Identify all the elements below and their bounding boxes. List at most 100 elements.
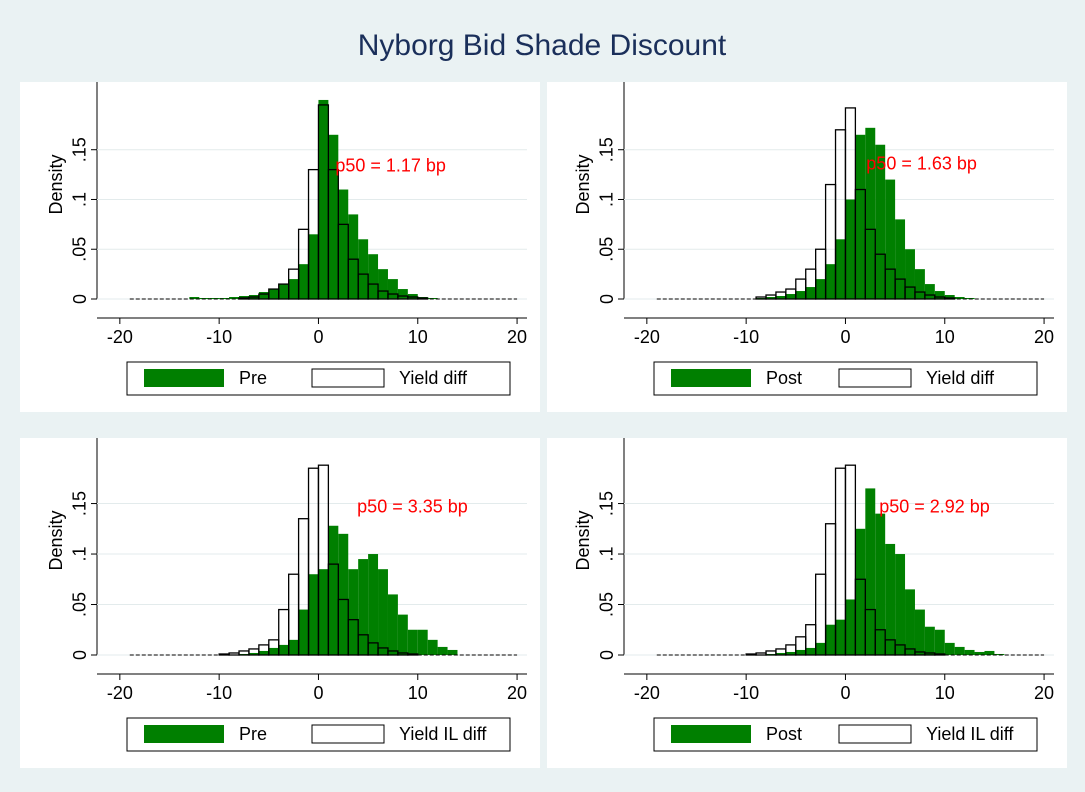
histogram-bar	[855, 528, 866, 655]
histogram-bar	[308, 234, 319, 299]
histogram-bar	[785, 651, 796, 655]
legend-label: Yield IL diff	[926, 724, 1014, 744]
histogram-bar	[964, 649, 975, 655]
histogram-bar	[954, 646, 965, 655]
histogram-bar	[268, 289, 279, 299]
histogram-bar	[338, 189, 349, 299]
legend-label: Pre	[239, 368, 267, 388]
x-tick-label: 20	[507, 683, 527, 703]
panel-background	[20, 438, 540, 768]
y-tick-label: 0	[597, 294, 617, 304]
histogram-bar	[885, 179, 896, 299]
histogram-bar	[924, 626, 935, 655]
histogram-bar	[924, 284, 935, 299]
histogram-bar	[427, 639, 438, 655]
y-tick-label: .05	[70, 592, 90, 617]
histogram-bar	[397, 289, 408, 299]
x-tick-label: 0	[840, 683, 850, 703]
y-tick-label: .15	[597, 137, 617, 162]
histogram-bar	[974, 651, 985, 655]
histogram-bar	[835, 619, 846, 655]
histogram-bar	[934, 291, 945, 299]
histogram-bar	[934, 629, 945, 655]
legend-label: Yield IL diff	[399, 724, 487, 744]
histogram-bar	[795, 649, 806, 655]
histogram-bar	[328, 525, 339, 655]
histogram-bar	[248, 652, 259, 655]
histogram-bar	[447, 649, 458, 655]
histogram-bar	[865, 488, 876, 655]
histogram-bar	[298, 609, 309, 655]
legend-swatch	[671, 369, 751, 387]
x-tick-label: -20	[107, 683, 133, 703]
histogram-bar	[328, 134, 339, 299]
histogram-bar	[855, 134, 866, 299]
y-tick-label: 0	[70, 294, 90, 304]
histogram-bar	[397, 614, 408, 655]
histogram-bar	[805, 647, 816, 655]
panel-background	[547, 438, 1067, 768]
x-tick-label: -10	[206, 327, 232, 347]
y-axis-label: Density	[573, 510, 593, 570]
histogram-bar	[268, 647, 279, 655]
histogram-bar	[875, 513, 886, 655]
histogram-bar	[348, 214, 359, 299]
histogram-bar	[318, 99, 329, 299]
x-tick-label: 10	[935, 327, 955, 347]
x-tick-label: 20	[1034, 683, 1054, 703]
histogram-bar	[298, 264, 309, 299]
histogram-bar	[407, 629, 418, 655]
panel-background	[547, 82, 1067, 412]
histogram-bar	[905, 589, 915, 655]
x-tick-label: -20	[634, 683, 660, 703]
y-axis-label: Density	[46, 154, 66, 214]
histogram-bar	[258, 292, 269, 299]
chart-title: Nyborg Bid Shade Discount	[358, 29, 727, 62]
histogram-bar	[944, 295, 955, 299]
x-tick-label: -10	[733, 683, 759, 703]
x-tick-label: -20	[634, 327, 660, 347]
y-tick-label: 0	[597, 650, 617, 660]
histogram-bar	[895, 219, 906, 299]
histogram-bar	[348, 569, 359, 655]
histogram-bar	[437, 646, 448, 655]
x-tick-label: 10	[408, 327, 428, 347]
annotation: p50 = 1.63 bp	[866, 153, 977, 173]
y-axis-label: Density	[573, 154, 593, 214]
histogram-bar	[885, 543, 896, 655]
annotation: p50 = 1.17 bp	[335, 155, 446, 175]
histogram-bar	[954, 297, 965, 299]
histogram-bar	[875, 144, 886, 299]
y-tick-label: .1	[597, 547, 617, 562]
legend-swatch	[671, 725, 751, 743]
histogram-bar	[308, 574, 319, 655]
x-tick-label: 0	[313, 327, 323, 347]
histogram-bar	[229, 297, 240, 299]
legend-label: Post	[766, 368, 802, 388]
histogram-bar	[278, 644, 289, 655]
histogram-bar	[944, 642, 955, 655]
histogram-bar	[775, 652, 786, 655]
histogram-bar	[378, 569, 388, 655]
histogram-bar	[189, 297, 200, 299]
histogram-bar	[914, 269, 925, 299]
histogram-bar	[984, 650, 995, 655]
histogram-bar	[805, 287, 816, 299]
histogram-bar	[358, 239, 369, 299]
legend-swatch	[838, 368, 912, 388]
y-tick-label: .05	[597, 592, 617, 617]
annotation: p50 = 3.35 bp	[357, 496, 468, 516]
legend-swatch	[144, 369, 224, 387]
y-tick-label: .05	[70, 237, 90, 262]
histogram-bar	[318, 569, 329, 655]
histogram-bar	[825, 624, 836, 655]
histogram-bar	[258, 650, 269, 655]
legend-label: Yield diff	[399, 368, 468, 388]
histogram-bar	[785, 294, 796, 299]
y-tick-label: .1	[70, 547, 90, 562]
x-tick-label: 0	[840, 327, 850, 347]
histogram-bar	[338, 533, 349, 655]
legend-swatch	[838, 724, 912, 744]
x-tick-label: 20	[1034, 327, 1054, 347]
